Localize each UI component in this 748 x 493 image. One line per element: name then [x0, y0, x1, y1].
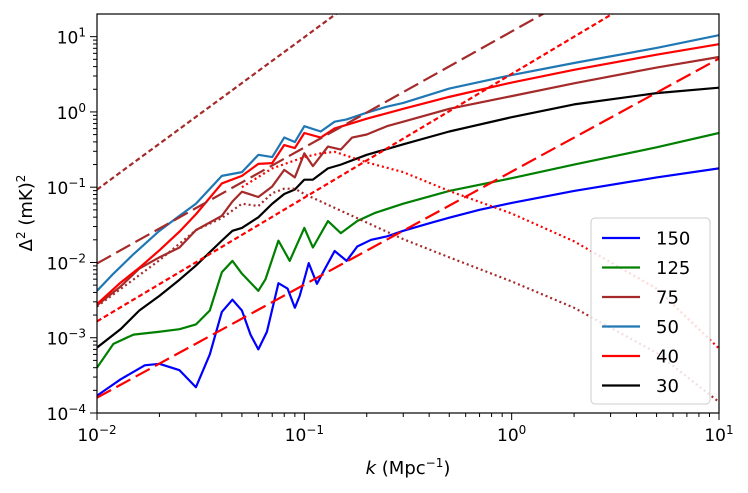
x-tick-label: 10−2 — [77, 423, 116, 446]
plot-frame — [96, 13, 720, 414]
y-tick-label: 10−4 — [47, 402, 86, 425]
series-line-75 — [97, 55, 719, 307]
x-tick-label: 10−1 — [285, 423, 324, 446]
legend: 150 125 75 50 40 30 — [590, 217, 711, 405]
axis-ticks: 10−2 10−1 100 101 10−4 10−3 10−2 10−1 100 101 — [47, 26, 734, 446]
series-line-150 — [97, 167, 719, 397]
legend-label-40: 40 — [656, 347, 679, 368]
y-axis-label: Δ2 (mK)2 — [14, 175, 37, 252]
legend-label-30: 30 — [656, 376, 679, 397]
legend-label-150: 150 — [656, 229, 690, 250]
y-tick-label: 10−2 — [47, 251, 86, 274]
x-axis-label: k (Mpc−1) — [366, 456, 451, 479]
legend-label-125: 125 — [656, 258, 690, 279]
series-line-ref-11 — [97, 57, 719, 399]
y-tick-label: 101 — [57, 26, 86, 49]
series-line-125 — [97, 131, 719, 369]
legend-box — [590, 217, 711, 405]
x-tick-label: 101 — [704, 423, 733, 446]
series-line-30 — [97, 86, 719, 349]
series-lines — [97, 14, 719, 403]
series-line-ref-8 — [97, 14, 546, 265]
y-tick-label: 10−1 — [47, 176, 86, 199]
legend-label-50: 50 — [656, 317, 679, 338]
legend-label-75: 75 — [656, 288, 679, 309]
series-line-ref-10 — [97, 14, 615, 323]
series-line-40 — [97, 43, 719, 305]
x-tick-label: 100 — [497, 423, 526, 446]
y-tick-label: 10−3 — [47, 327, 86, 350]
y-tick-label: 100 — [57, 101, 86, 124]
